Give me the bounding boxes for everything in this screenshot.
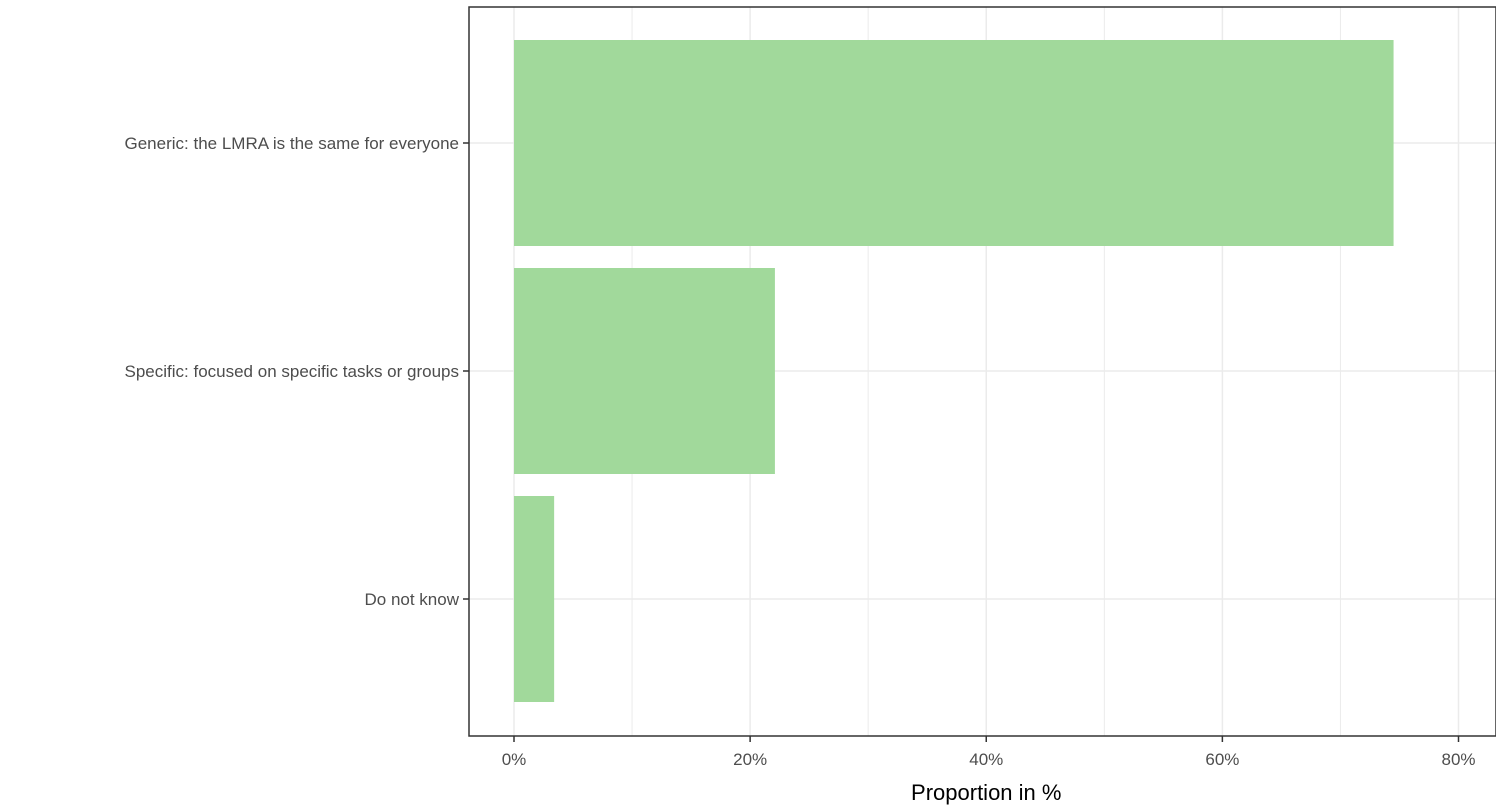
- bar: [514, 496, 555, 702]
- x-tick-label: 0%: [502, 750, 527, 769]
- bars: [514, 40, 1394, 702]
- y-tick-label: Do not know: [365, 590, 460, 609]
- x-axis-title: Proportion in %: [911, 780, 1061, 805]
- y-axis: Generic: the LMRA is the same for everyo…: [125, 134, 469, 609]
- x-tick-label: 40%: [969, 750, 1003, 769]
- y-tick-label: Specific: focused on specific tasks or g…: [125, 362, 460, 381]
- x-tick-label: 60%: [1205, 750, 1239, 769]
- bar: [514, 40, 1394, 246]
- x-axis: 0% 20% 40% 60% 80%: [502, 736, 1476, 769]
- y-tick-label: Generic: the LMRA is the same for everyo…: [125, 134, 460, 153]
- x-tick-label: 80%: [1441, 750, 1475, 769]
- x-tick-label: 20%: [733, 750, 767, 769]
- bar: [514, 268, 775, 474]
